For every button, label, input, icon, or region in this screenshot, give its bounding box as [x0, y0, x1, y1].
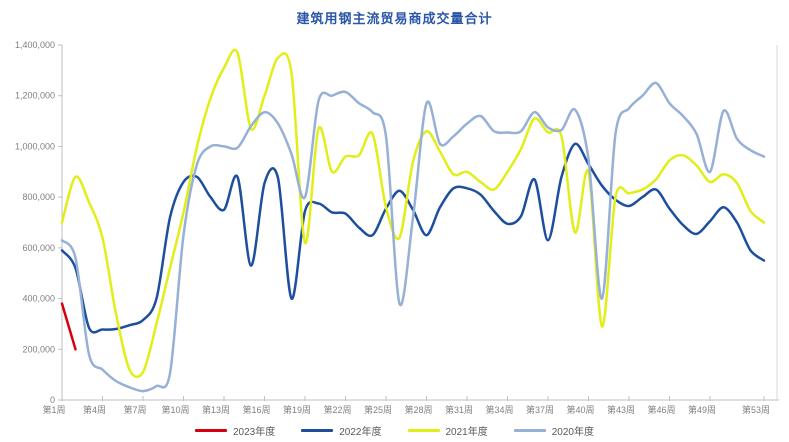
- x-tick-label: 第7周: [123, 404, 146, 415]
- y-tick-label: 1,000,000: [15, 141, 55, 151]
- x-tick-label: 第31周: [445, 404, 473, 415]
- x-tick-label: 第16周: [242, 404, 270, 415]
- y-tick-label: 1,400,000: [15, 40, 55, 50]
- x-tick-label: 第46周: [647, 404, 675, 415]
- x-tick-label: 第40周: [566, 404, 594, 415]
- legend-swatch-2022: [301, 429, 334, 432]
- series-line-2021年度: [60, 48, 766, 379]
- x-tick-label: 第49周: [688, 404, 716, 415]
- legend-label-2022: 2022年度: [339, 427, 382, 438]
- y-tick-label: 200,000: [22, 344, 55, 354]
- legend-item-2021[interactable]: 2021年度: [407, 423, 488, 438]
- legend-swatch-2020: [513, 429, 546, 432]
- x-tick-label: 第1周: [42, 404, 65, 415]
- legend-label-2020: 2020年度: [551, 427, 594, 438]
- legend-swatch-2021: [407, 429, 440, 432]
- series-line-2020年度: [60, 81, 766, 393]
- x-tick-label: 第53周: [742, 404, 770, 415]
- legend-item-2020[interactable]: 2020年度: [513, 423, 594, 438]
- x-tick-label: 第34周: [485, 404, 513, 415]
- x-tick-label: 第4周: [83, 404, 106, 415]
- x-tick-label: 第19周: [283, 404, 311, 415]
- x-tick-label: 第43周: [607, 404, 635, 415]
- series-line-2023年度: [60, 302, 77, 351]
- chart-legend: 2023年度 2022年度 2021年度 2020年度: [0, 423, 789, 438]
- chart-title: 建筑用钢主流贸易商成交量合计: [296, 11, 493, 26]
- y-tick-label: 400,000: [22, 294, 55, 304]
- y-tick-label: 1,200,000: [15, 91, 55, 101]
- y-tick-label: 800,000: [22, 192, 55, 202]
- legend-item-2023[interactable]: 2023年度: [195, 423, 275, 438]
- legend-swatch-2023: [195, 429, 227, 432]
- y-tick-label: 0: [50, 395, 55, 405]
- y-tick-label: 600,000: [22, 243, 55, 253]
- legend-item-2022[interactable]: 2022年度: [301, 423, 382, 438]
- x-tick-label: 第22周: [323, 404, 351, 415]
- legend-label-2021: 2021年度: [445, 427, 488, 438]
- x-tick-label: 第37周: [526, 404, 554, 415]
- x-tick-label: 第28周: [404, 404, 432, 415]
- legend-label-2023: 2023年度: [233, 427, 276, 438]
- x-tick-label: 第13周: [202, 404, 230, 415]
- x-tick-label: 第25周: [364, 404, 392, 415]
- series-line-2022年度: [60, 142, 766, 334]
- x-tick-label: 第10周: [161, 404, 189, 415]
